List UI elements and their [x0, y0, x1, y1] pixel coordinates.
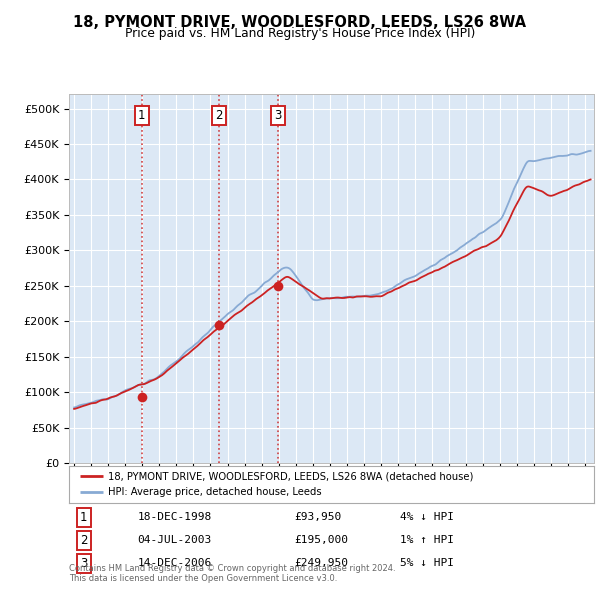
Text: Price paid vs. HM Land Registry's House Price Index (HPI): Price paid vs. HM Land Registry's House …: [125, 27, 475, 40]
Text: £93,950: £93,950: [295, 513, 342, 522]
Text: 4% ↓ HPI: 4% ↓ HPI: [400, 513, 454, 522]
Text: £195,000: £195,000: [295, 536, 349, 545]
Text: 18, PYMONT DRIVE, WOODLESFORD, LEEDS, LS26 8WA: 18, PYMONT DRIVE, WOODLESFORD, LEEDS, LS…: [73, 15, 527, 30]
Text: 14-DEC-2006: 14-DEC-2006: [137, 559, 212, 568]
Text: 18-DEC-1998: 18-DEC-1998: [137, 513, 212, 522]
Text: 1% ↑ HPI: 1% ↑ HPI: [400, 536, 454, 545]
Text: 5% ↓ HPI: 5% ↓ HPI: [400, 559, 454, 568]
Text: 2: 2: [80, 534, 88, 547]
Text: Contains HM Land Registry data © Crown copyright and database right 2024.
This d: Contains HM Land Registry data © Crown c…: [69, 563, 395, 583]
Text: HPI: Average price, detached house, Leeds: HPI: Average price, detached house, Leed…: [109, 487, 322, 497]
Text: 18, PYMONT DRIVE, WOODLESFORD, LEEDS, LS26 8WA (detached house): 18, PYMONT DRIVE, WOODLESFORD, LEEDS, LS…: [109, 471, 474, 481]
Text: 1: 1: [80, 511, 88, 524]
Text: 2: 2: [215, 109, 223, 122]
Text: 3: 3: [80, 557, 88, 570]
Text: 04-JUL-2003: 04-JUL-2003: [137, 536, 212, 545]
Text: 3: 3: [274, 109, 281, 122]
Text: £249,950: £249,950: [295, 559, 349, 568]
Text: 1: 1: [138, 109, 145, 122]
